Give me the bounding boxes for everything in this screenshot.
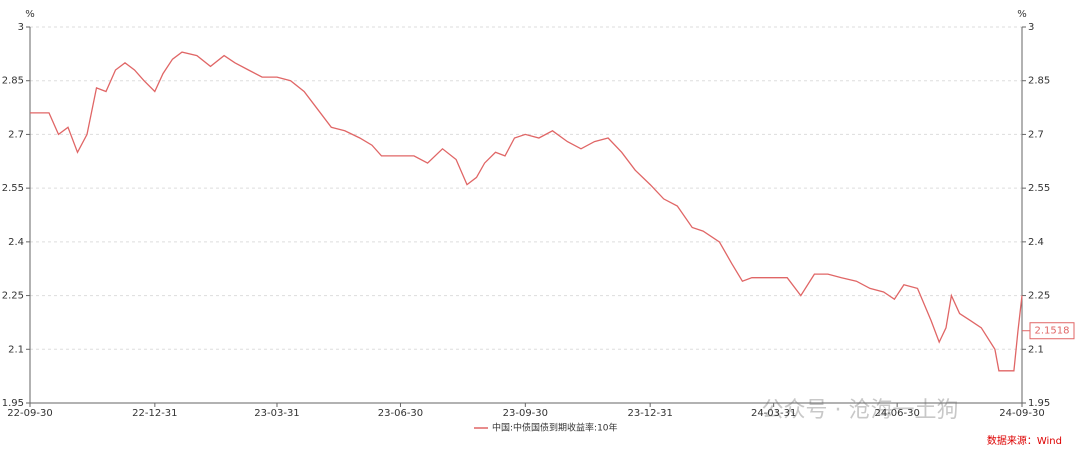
y-tick-label: 3 bbox=[18, 22, 24, 33]
y2-unit: % bbox=[1017, 9, 1027, 20]
x-tick-label: 22-12-31 bbox=[132, 408, 177, 419]
y-tick-label: 2.85 bbox=[2, 76, 24, 87]
y-tick-label: 2.4 bbox=[8, 237, 24, 248]
y-tick-label: 2.7 bbox=[8, 129, 24, 140]
x-tick-label: 22-09-30 bbox=[7, 408, 52, 419]
line bbox=[30, 51, 1023, 372]
y2-tick-label: 2.7 bbox=[1028, 129, 1044, 140]
y2-tick-label: 2.85 bbox=[1028, 76, 1050, 87]
y2-tick-label: 3 bbox=[1028, 22, 1034, 33]
legend-label: 中国:中债国债到期收益率:10年 bbox=[492, 422, 618, 434]
y2-tick-label: 2.1 bbox=[1028, 344, 1044, 355]
y-tick-label: 2.55 bbox=[2, 183, 24, 194]
y2-tick-label: 2.4 bbox=[1028, 237, 1044, 248]
watermark: 公众号 · 沧海一土狗 bbox=[762, 398, 959, 423]
source: 数据来源：Wind bbox=[987, 434, 1062, 447]
y2-tick-label: 1.95 bbox=[1028, 398, 1050, 409]
y2-tick-label: 2.25 bbox=[1028, 291, 1050, 302]
x-tick-label: 23-12-31 bbox=[627, 408, 672, 419]
x-tick-label: 23-06-30 bbox=[378, 408, 423, 419]
last-value-label: 2.1518 bbox=[1035, 326, 1070, 337]
y-tick-label: 2.25 bbox=[2, 291, 24, 302]
x-tick-label: 23-03-31 bbox=[254, 408, 299, 419]
y-tick-label: 2.1 bbox=[8, 344, 24, 355]
x-tick-label: 24-09-30 bbox=[999, 408, 1044, 419]
y2-tick-label: 2.55 bbox=[1028, 183, 1050, 194]
x-tick-label: 24-03-31 bbox=[751, 408, 796, 419]
y-unit: % bbox=[25, 9, 35, 20]
x-tick-label: 24-06-30 bbox=[874, 408, 919, 419]
x-tick-label: 23-09-30 bbox=[503, 408, 548, 419]
last-value-box bbox=[1029, 322, 1075, 340]
y-tick-label: 1.95 bbox=[2, 398, 24, 409]
